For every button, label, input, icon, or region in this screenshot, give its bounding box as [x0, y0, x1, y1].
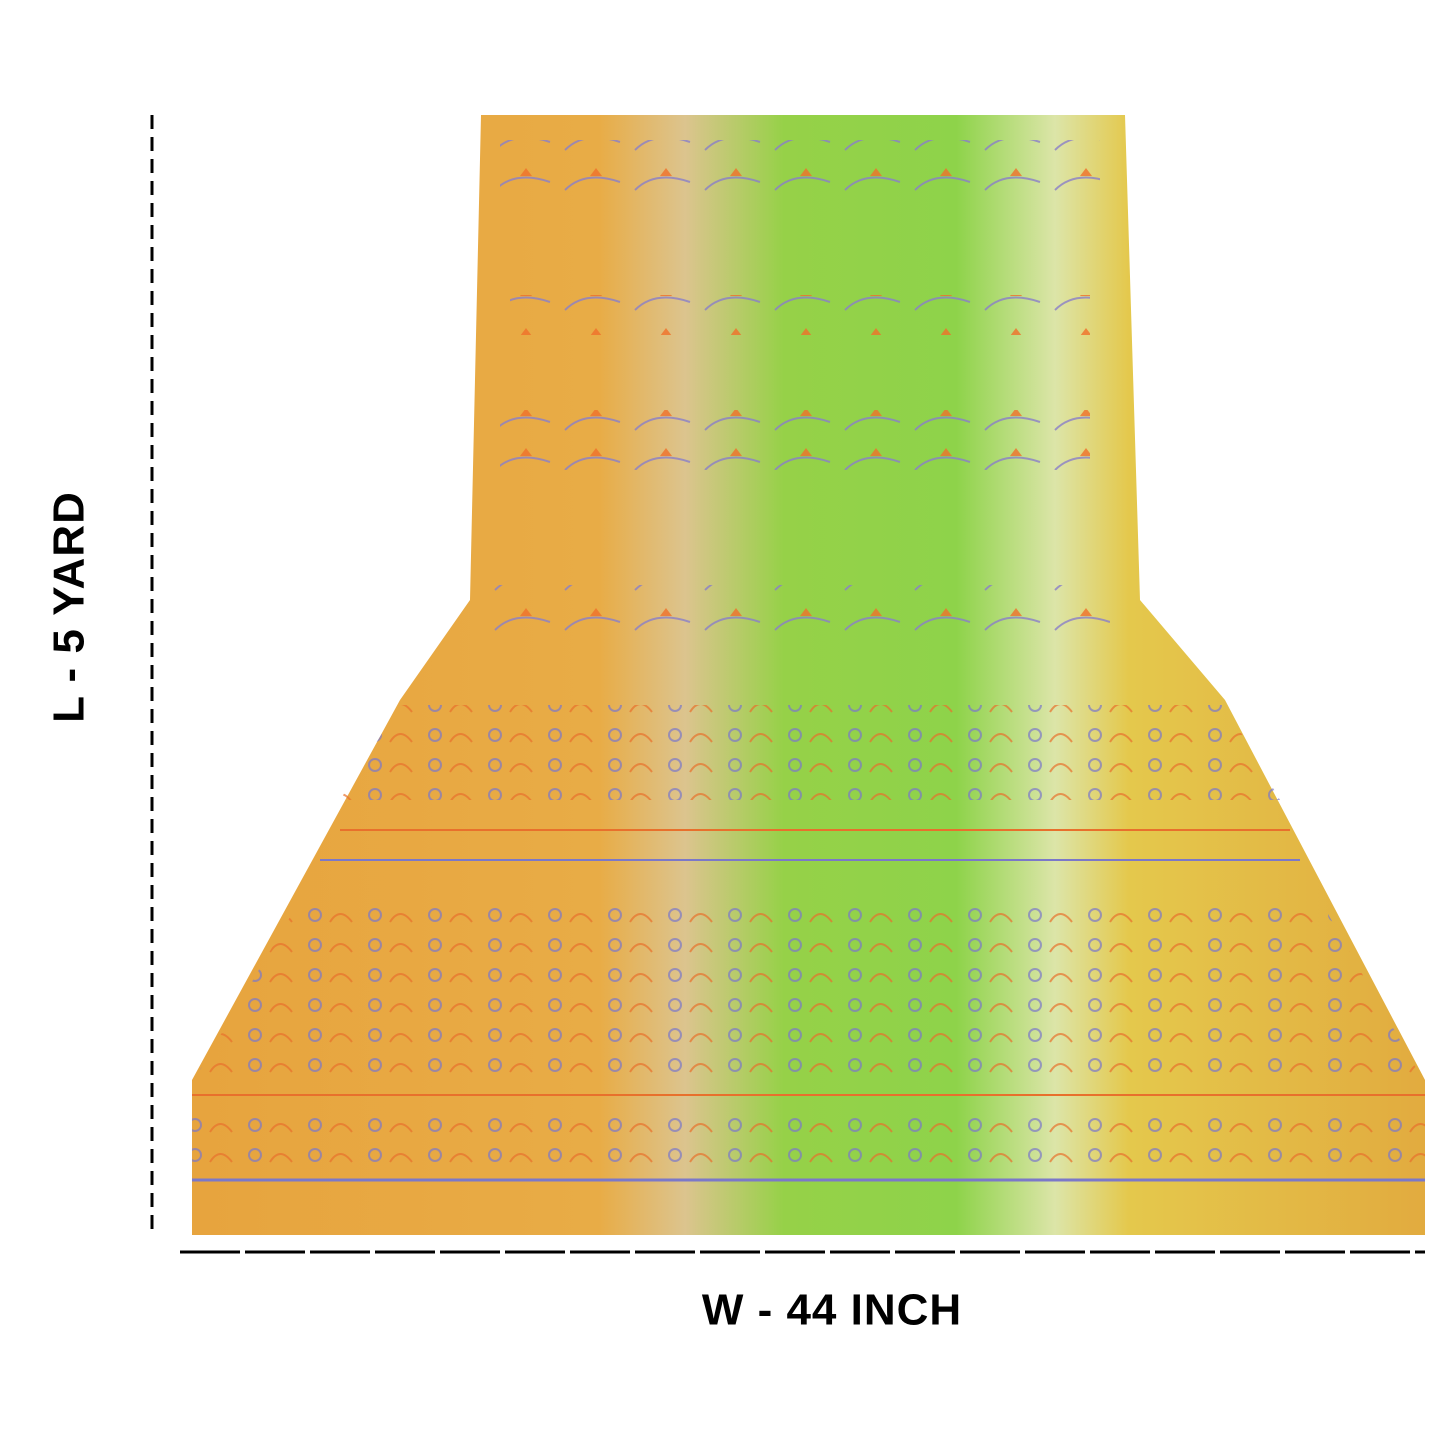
saree	[192, 115, 1425, 1235]
width-label: W - 44 INCH	[702, 1286, 962, 1335]
length-label: L - 5 YARD	[45, 491, 94, 723]
